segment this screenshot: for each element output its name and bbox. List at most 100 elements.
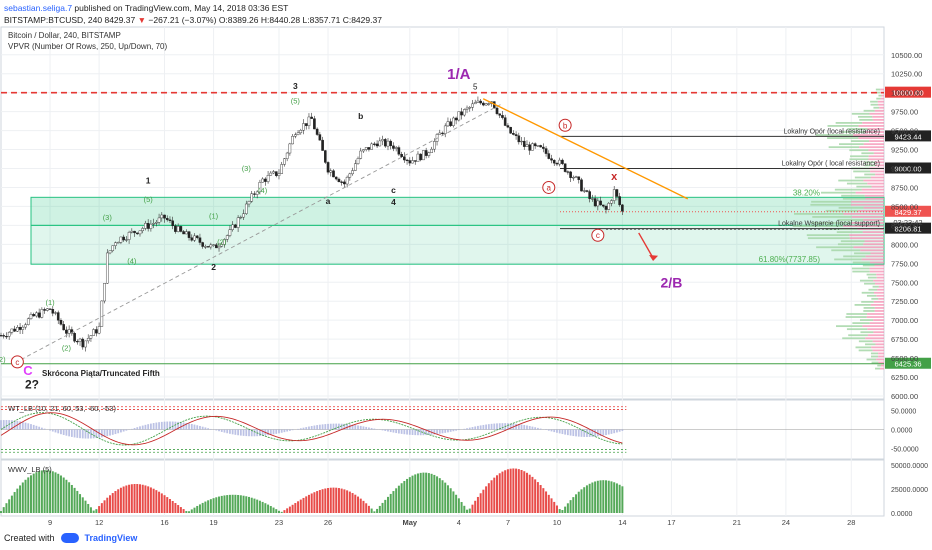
wwv-bar-green [198,504,201,513]
wt-hist-bar [471,427,474,430]
time-axis[interactable]: 9 12 16 19 23 26 May 4 7 10 14 17 21 24 28 [48,518,855,527]
candle-down [163,214,166,219]
candle-down [618,196,621,206]
candle-up [607,203,611,210]
wt-hist-bar [73,429,76,438]
wt-hist-bar [441,429,444,434]
candle-down [313,118,316,130]
candle-up [596,200,600,207]
candle-down [198,237,202,243]
wt-hist-bar [447,429,449,433]
wt-hist-bar [160,421,163,430]
vpvr-down-row [875,164,884,167]
candle-up [582,190,586,192]
change-text: −267.21 (−3.07%) [148,15,217,25]
wt-hist-bar [594,429,597,437]
time-tick-label: 16 [160,518,168,527]
wt-hist-bar [51,429,54,432]
vpvr-up-row [836,231,863,233]
wave-label-3: 3 [293,81,298,91]
wt-hist-bar [610,429,613,434]
wt-hist-bar [13,420,16,430]
wwv-bar-green [220,495,223,513]
wwv-bar-green [452,491,455,513]
wwv-bar-green [618,484,621,513]
wt-hist-bar [539,428,542,430]
wwv-bar-green [463,505,466,513]
wt-hist-bar [449,429,452,432]
wt-hist-bar [299,428,302,430]
vpvr-up-row [854,304,871,306]
chart-title: Bitcoin / Dollar, 240, BITSTAMP [8,31,121,40]
vpvr-up-row [864,161,876,164]
candle-down [168,219,172,221]
candle-down [18,327,22,330]
wt-hist-bar [553,429,556,433]
candle-down [5,336,8,338]
vpvr-down-row [877,288,884,291]
vpvr-down-row [843,213,884,215]
wt-hist-bar [253,429,256,437]
vpvr-down-row [869,140,884,142]
vpvr-down-row [873,319,884,321]
candle-down [310,116,313,119]
candle-up [204,246,207,248]
wwv-bar-green [193,507,196,513]
wt-hist-bar [411,429,414,435]
wwv-bar-green [19,485,22,513]
chart-canvas[interactable]: 38.20% 61.80%(7737.85) 10000.00 9423.44 Lok… [0,0,932,530]
vpvr-up-row [811,200,852,203]
candle-up [228,229,232,236]
price-axis[interactable]: 6000.00 6250.00 6500.00 6750.00 7000.00 7250.… [891,51,922,401]
vpvr-up-row [873,106,880,109]
author-link[interactable]: sebastian.seliga.7 [4,3,73,13]
vpvr-up-row [875,91,881,94]
wt-hist-bar [507,423,509,430]
candle-down [509,126,512,134]
vpvr-up-row [852,270,870,273]
wwv-bar-red [291,504,294,513]
vpvr-up-row [870,352,879,355]
candle-up [520,140,523,143]
vpvr-up-row [861,152,874,155]
wt-hist-bar [209,428,212,430]
wwv-bar-green [84,500,87,513]
vpvr-down-row [858,125,884,127]
wt-hist-bar [0,420,2,430]
wt-hist-bar [457,429,460,431]
tradingview-link[interactable]: TradingView [84,533,138,543]
wwv-bar-green [2,507,5,513]
candle-up [525,144,529,147]
circle-label-b: b [563,121,568,130]
vpvr-up-row [825,209,858,212]
vpvr-down-row [872,118,884,121]
candle-up [329,170,333,173]
vpvr-up-row [859,279,874,282]
vpvr-down-row [874,310,884,312]
vpvr-down-row [869,322,884,324]
wwv-bar-red [329,487,332,513]
vpvr-up-row [861,291,874,294]
wwv-bar-green [558,509,561,513]
candle-down [563,163,567,172]
vpvr-down-row [876,358,884,361]
wt-hist-bar [370,428,373,430]
wt-hist-bar [373,428,376,430]
vpvr-up-row [861,300,874,303]
wt-hist-bar [417,429,419,436]
candle-up [223,239,226,245]
high-text: H:8440.28 [260,15,301,25]
candle-down [495,107,499,114]
wwv-bar-red [149,487,152,513]
vpvr-down-row [876,294,884,297]
vpvr-down-row [878,352,884,355]
wwv-bar-green [215,497,218,513]
candle-down [326,162,330,173]
wt-hist-bar [313,425,316,430]
candle-down [182,231,185,235]
wwv-bar-red [125,485,128,513]
candle-up [362,149,365,152]
candle-up [10,328,14,333]
wt-hist-bar [239,429,242,436]
vpvr-down-row [880,88,884,91]
